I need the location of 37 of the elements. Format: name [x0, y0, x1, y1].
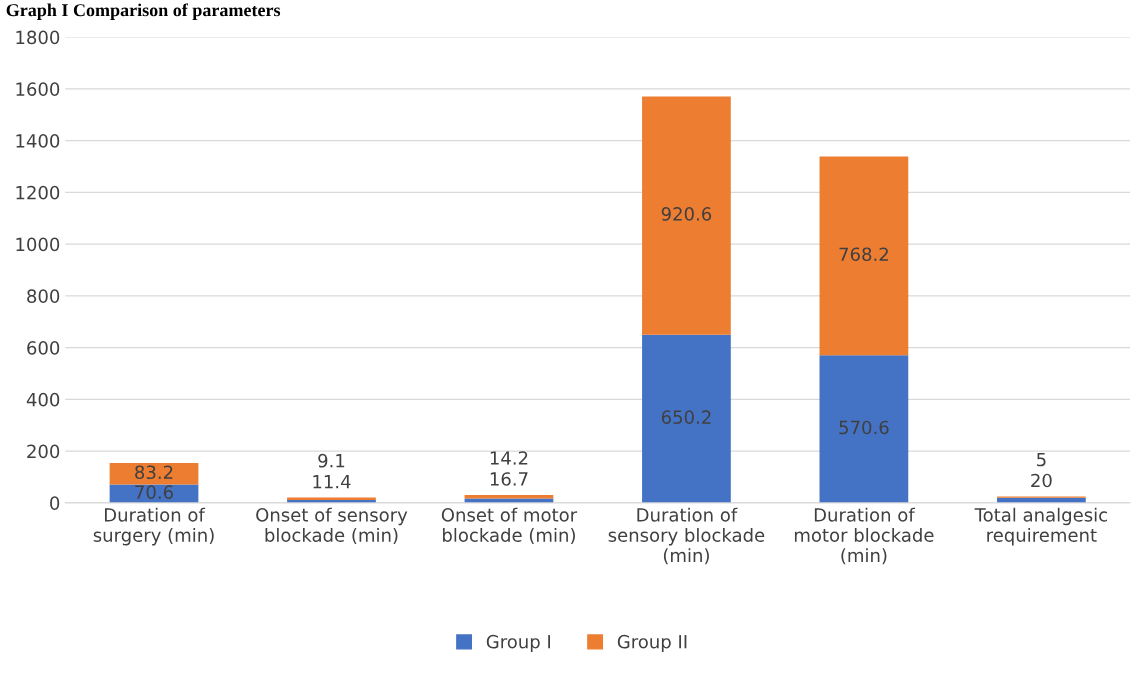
data-label: 83.2: [135, 465, 173, 480]
y-tick-label: 1800: [16, 30, 60, 45]
bar: [642, 96, 731, 335]
bar: [464, 494, 554, 499]
bar: [642, 334, 731, 503]
y-tick-label: 1600: [16, 82, 60, 96]
data-label: 570.6: [839, 420, 889, 435]
data-label: 11.4: [313, 475, 351, 489]
y-tick-label: 400: [26, 392, 60, 407]
data-label: 768.2: [839, 247, 888, 262]
chart-title: Graph I Comparison of parameters: [6, 3, 281, 20]
legend-label: Group I: [486, 634, 551, 652]
x-tick-label: Duration of surgery (min): [93, 507, 214, 546]
x-tick-label: Onset of motor blockade (min): [441, 507, 578, 545]
x-tick-label: Duration of sensory blockade (min): [608, 507, 765, 565]
y-tick-label: 200: [27, 444, 60, 459]
data-label: 70.6: [135, 485, 173, 499]
data-label: 16.7: [490, 472, 528, 486]
y-tick-label: 600: [27, 341, 60, 355]
data-label: 5: [1037, 452, 1046, 467]
y-tick-label: 1000: [16, 237, 60, 252]
bar: [819, 355, 909, 503]
x-tick-label: Total analgesic requirement: [974, 507, 1107, 546]
data-label: 14.2: [490, 451, 528, 465]
data-label: 9.1: [318, 453, 345, 468]
data-label: 920.6: [661, 207, 712, 221]
bar: [819, 156, 909, 356]
y-tick-label: 1200: [16, 185, 60, 200]
y-tick-label: 0: [50, 496, 60, 510]
x-tick-label: Duration of motor blockade (min): [794, 507, 934, 565]
x-tick-label: Onset of sensory blockade (min): [256, 507, 408, 545]
bar: [109, 463, 199, 485]
data-label: 20: [1031, 473, 1052, 488]
legend-label: Group II: [617, 634, 687, 652]
data-label: 650.2: [661, 410, 711, 424]
y-tick-label: 1400: [16, 134, 60, 148]
y-tick-label: 800: [27, 289, 60, 303]
